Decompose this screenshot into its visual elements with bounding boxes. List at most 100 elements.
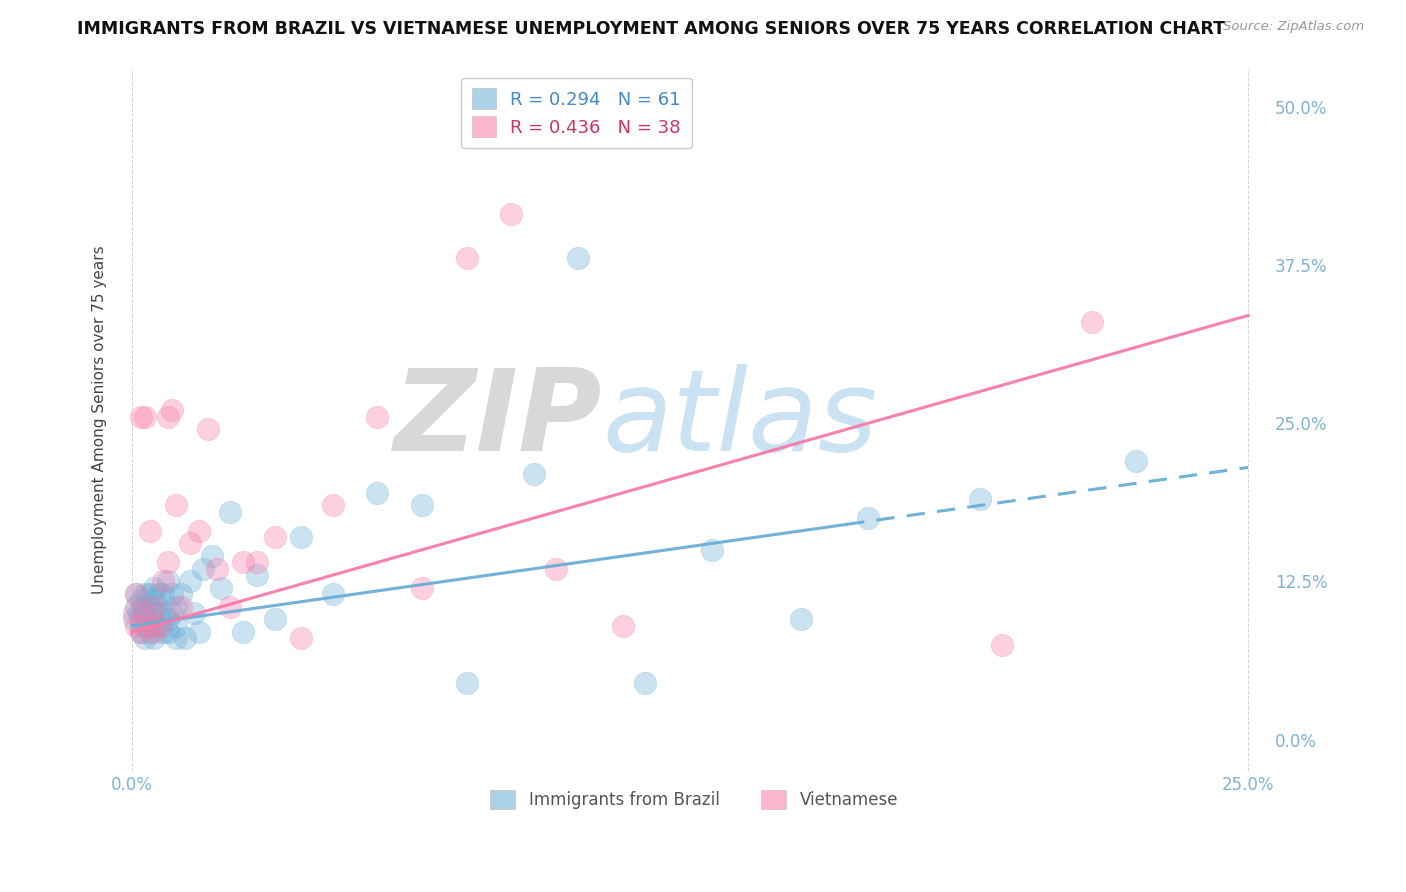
- Point: [1080, 315, 1102, 329]
- Point: [702, 542, 724, 557]
- Point: [156, 556, 179, 570]
- Point: [166, 599, 188, 614]
- Point: [322, 499, 344, 513]
- Point: [263, 530, 285, 544]
- Point: [125, 587, 148, 601]
- Point: [134, 632, 156, 646]
- Point: [263, 612, 285, 626]
- Point: [156, 409, 179, 424]
- Point: [152, 625, 174, 640]
- Point: [138, 612, 160, 626]
- Point: [134, 606, 156, 620]
- Point: [170, 587, 193, 601]
- Point: [201, 549, 224, 563]
- Point: [567, 252, 589, 266]
- Point: [187, 524, 209, 538]
- Text: ZIP: ZIP: [394, 365, 602, 475]
- Point: [634, 675, 657, 690]
- Point: [1125, 454, 1147, 468]
- Point: [148, 619, 170, 633]
- Point: [166, 499, 188, 513]
- Point: [179, 574, 201, 589]
- Point: [134, 587, 156, 601]
- Point: [170, 599, 193, 614]
- Point: [160, 587, 183, 601]
- Point: [152, 574, 174, 589]
- Point: [132, 599, 155, 614]
- Point: [148, 619, 170, 633]
- Point: [322, 587, 344, 601]
- Point: [148, 606, 170, 620]
- Point: [290, 530, 312, 544]
- Text: IMMIGRANTS FROM BRAZIL VS VIETNAMESE UNEMPLOYMENT AMONG SENIORS OVER 75 YEARS CO: IMMIGRANTS FROM BRAZIL VS VIETNAMESE UNE…: [77, 20, 1226, 37]
- Point: [411, 581, 433, 595]
- Point: [969, 492, 991, 507]
- Point: [129, 625, 152, 640]
- Point: [125, 587, 148, 601]
- Point: [246, 556, 269, 570]
- Point: [219, 599, 242, 614]
- Point: [143, 599, 166, 614]
- Point: [205, 562, 228, 576]
- Legend: Immigrants from Brazil, Vietnamese: Immigrants from Brazil, Vietnamese: [484, 784, 905, 816]
- Y-axis label: Unemployment Among Seniors over 75 years: Unemployment Among Seniors over 75 years: [93, 245, 107, 594]
- Point: [143, 619, 166, 633]
- Point: [143, 593, 166, 607]
- Point: [143, 606, 166, 620]
- Point: [246, 568, 269, 582]
- Point: [501, 207, 523, 221]
- Point: [366, 485, 388, 500]
- Point: [143, 625, 166, 640]
- Point: [122, 612, 145, 626]
- Point: [366, 409, 388, 424]
- Point: [122, 606, 145, 620]
- Text: Source: ZipAtlas.com: Source: ZipAtlas.com: [1223, 20, 1364, 33]
- Point: [138, 625, 160, 640]
- Point: [136, 599, 159, 614]
- Point: [544, 562, 567, 576]
- Point: [858, 511, 880, 525]
- Point: [790, 612, 813, 626]
- Point: [612, 619, 634, 633]
- Text: atlas: atlas: [602, 365, 877, 475]
- Point: [523, 467, 546, 481]
- Point: [143, 581, 166, 595]
- Point: [456, 252, 478, 266]
- Point: [134, 606, 156, 620]
- Point: [179, 536, 201, 550]
- Point: [197, 422, 219, 436]
- Point: [290, 632, 312, 646]
- Point: [166, 632, 188, 646]
- Point: [148, 587, 170, 601]
- Point: [125, 619, 148, 633]
- Point: [129, 409, 152, 424]
- Point: [156, 612, 179, 626]
- Point: [125, 599, 148, 614]
- Point: [152, 587, 174, 601]
- Point: [187, 625, 209, 640]
- Point: [219, 505, 242, 519]
- Point: [991, 638, 1014, 652]
- Point: [138, 524, 160, 538]
- Point: [160, 606, 183, 620]
- Point: [138, 587, 160, 601]
- Point: [134, 619, 156, 633]
- Point: [156, 625, 179, 640]
- Point: [143, 632, 166, 646]
- Point: [456, 675, 478, 690]
- Point: [128, 606, 150, 620]
- Point: [232, 556, 254, 570]
- Point: [232, 625, 254, 640]
- Point: [174, 632, 197, 646]
- Point: [411, 499, 433, 513]
- Point: [209, 581, 232, 595]
- Point: [152, 606, 174, 620]
- Point: [156, 574, 179, 589]
- Point: [129, 593, 152, 607]
- Point: [138, 599, 160, 614]
- Point: [129, 625, 152, 640]
- Point: [129, 612, 152, 626]
- Point: [193, 562, 215, 576]
- Point: [183, 606, 205, 620]
- Point: [166, 619, 188, 633]
